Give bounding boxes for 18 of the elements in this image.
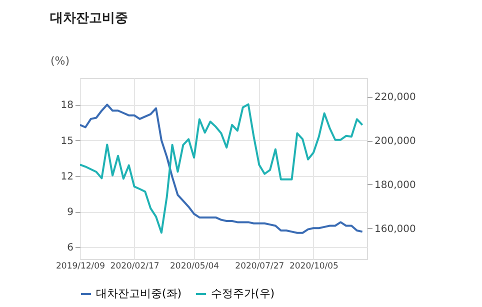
- legend-label: 수정주가(우): [211, 287, 275, 300]
- y2-tick-label: 180,000: [374, 180, 416, 191]
- legend-label: 대차잔고비중(좌): [96, 287, 182, 300]
- chart-title: 대차잔고비중: [50, 11, 128, 26]
- y-tick-label: 6: [67, 242, 74, 254]
- x-tick-label: 2020/10/05: [289, 262, 338, 272]
- y-tick-label: 15: [60, 136, 74, 147]
- y2-tick-label: 160,000: [374, 224, 416, 235]
- y2-tick-label: 200,000: [374, 136, 416, 148]
- x-tick-label: 2019/12/09: [56, 262, 105, 272]
- y-tick-label: 18: [60, 100, 74, 112]
- x-tick-label: 2020/05/04: [170, 262, 220, 272]
- y2-tick-label: 220,000: [374, 92, 416, 104]
- y-tick-label: 9: [67, 207, 74, 218]
- y-tick-label: 12: [60, 171, 74, 182]
- x-tick-label: 2020/02/17: [110, 262, 160, 272]
- y-axis-title: (%): [50, 54, 70, 68]
- x-tick-label: 2020/07/27: [235, 262, 284, 272]
